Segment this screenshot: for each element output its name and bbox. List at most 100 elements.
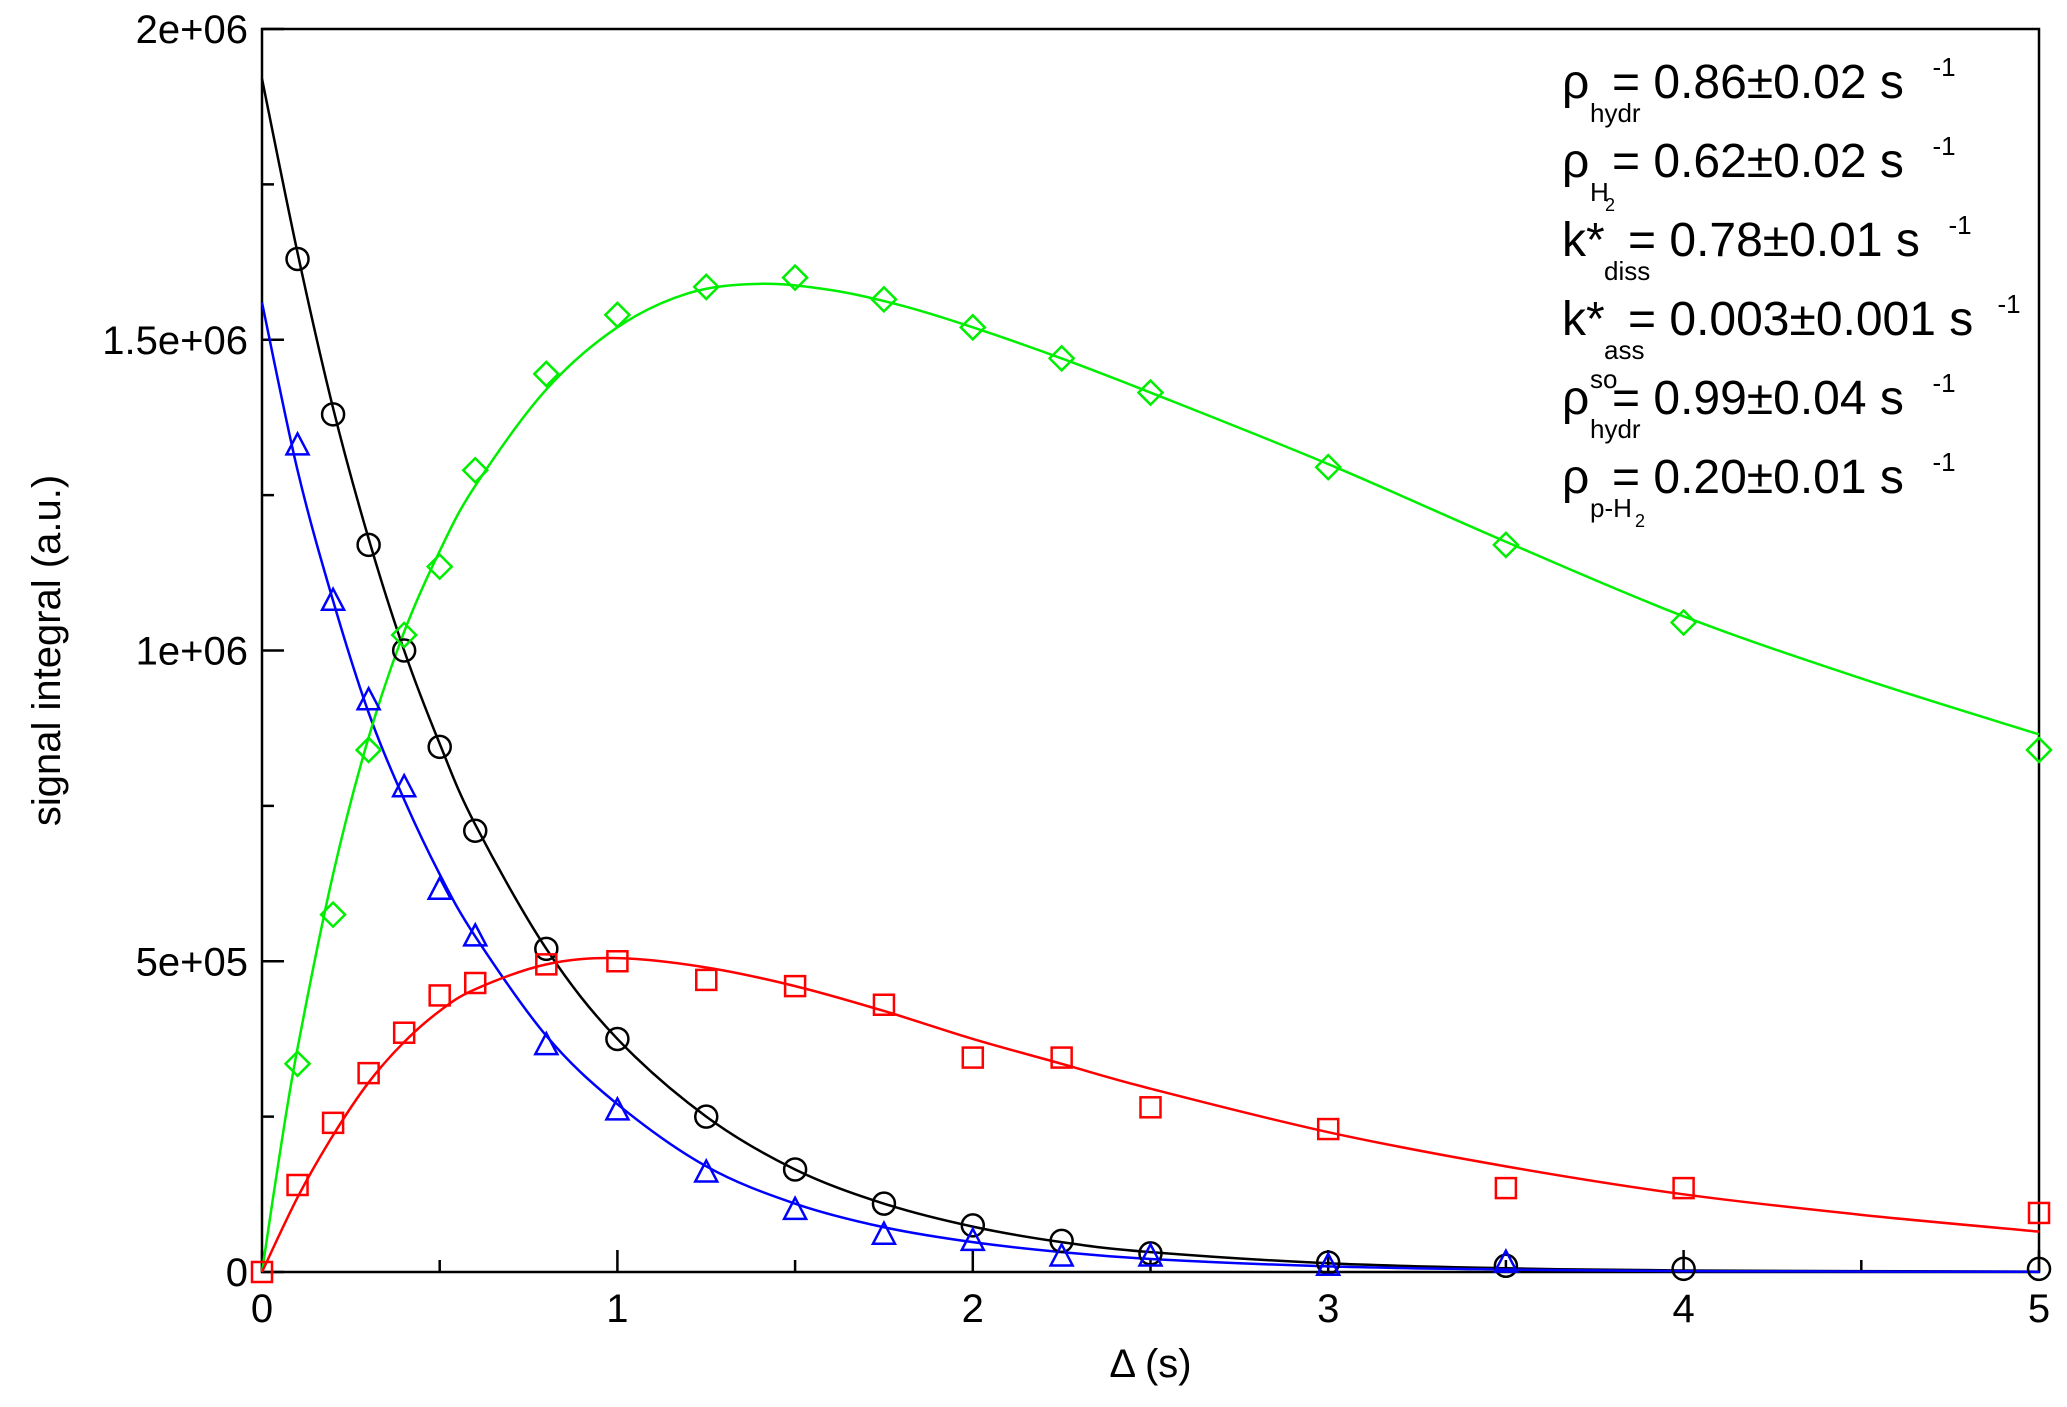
data-point-diamond [1669,608,1698,637]
data-point-square [1494,1176,1518,1200]
annotation-value: = 0.78±0.01 s [1628,214,1920,267]
annotation-value: = 0.99±0.04 s [1612,372,1904,425]
annotation-symbol: k* [1562,293,1605,346]
data-point-circle [320,402,346,427]
data-point-square [1050,1046,1073,1069]
annotation-line: ρ [1562,372,1589,425]
data-point-circle [694,1104,719,1129]
annotation-superscript: so [1590,364,1617,394]
annotation-subscript-2: 2 [1635,511,1645,531]
annotation-symbol: ρ [1562,56,1589,109]
data-point-square [1672,1176,1695,1200]
data-point-circle [356,532,381,558]
data-point-circle [462,818,488,843]
annotation-unit-exponent: -1 [1933,368,1956,398]
data-point-triangle [1137,1241,1164,1267]
data-point-triangle [462,921,489,947]
data-point-triangle [693,1157,720,1183]
annotation-symbol: ρ [1562,451,1589,504]
annotation-value: = 0.003±0.001 s [1628,293,1973,346]
fit-line-triangle [260,302,2040,1274]
annotation-subscript: ass [1604,335,1644,365]
data-point-square [695,968,718,992]
data-point-diamond [1047,344,1076,373]
annotation-unit-exponent: -1 [1998,289,2021,319]
annotation-unit-exponent: -1 [1949,210,1972,240]
data-point-square [1139,1096,1162,1119]
data-point-triangle [959,1226,986,1252]
data-point-diamond [1314,453,1342,481]
data-point-square [535,953,558,976]
data-point-circle [605,1026,630,1052]
y-tick-label: 0 [226,1251,248,1295]
data-point-triangle [426,875,453,901]
data-point-diamond [390,621,418,649]
data-point-circle [1493,1253,1519,1279]
annotation-subscript: p-H [1590,493,1632,523]
data-point-square [463,971,487,995]
data-point-square [428,984,451,1007]
data-point-diamond [1136,378,1165,407]
annotation-subscript: H [1590,177,1609,207]
data-point-circle [871,1191,897,1216]
data-point-diamond [692,273,721,301]
data-point-triangle [1048,1241,1075,1267]
data-point-diamond [425,552,454,581]
annotation-unit-exponent: -1 [1933,131,1956,161]
x-tick-label: 1 [606,1287,628,1331]
y-axis-title: signal integral (a.u.) [25,475,69,826]
data-point-diamond [2025,736,2053,764]
fit-line-square [260,956,2040,1273]
data-point-diamond [1492,531,1520,559]
x-tick-label: 4 [1672,1287,1694,1331]
data-point-square [606,950,629,973]
annotation-symbol: ρ [1562,135,1589,188]
data-point-circle [782,1157,808,1182]
data-point-circle [534,936,559,962]
data-point-triangle [355,685,382,711]
data-point-triangle [533,1030,560,1056]
data-point-square [250,1260,274,1284]
data-point-circle [285,246,310,272]
y-tick-label: 2e+06 [136,8,248,52]
data-point-circle [1671,1256,1696,1282]
y-tick-label: 1.5e+06 [102,319,248,363]
data-point-square [357,1061,380,1085]
data-point-triangle [1492,1247,1519,1273]
data-point-triangle [604,1095,631,1121]
annotation-subscript: hydr [1590,98,1641,128]
annotation-subscript-2: 2 [1605,195,1615,215]
data-point-circle [2026,1256,2052,1282]
annotation-subscript: hydr [1590,414,1641,444]
data-point-square [1316,1117,1340,1141]
y-tick-label: 5e+05 [136,940,248,984]
data-point-diamond [870,285,898,314]
annotation-symbol: k* [1562,214,1605,267]
annotation-line: ρ [1562,135,1589,188]
annotation-line: ρ [1562,56,1589,109]
data-point-triangle [320,586,347,612]
y-tick-label: 1e+06 [136,630,248,674]
data-point-circle [1049,1228,1074,1254]
data-point-square [872,993,896,1017]
x-tick-label: 5 [2028,1287,2050,1331]
data-point-diamond [283,1050,312,1078]
data-point-circle [960,1213,986,1238]
data-point-square [392,1021,416,1044]
data-point-square [783,974,807,998]
x-axis-title: Δ (s) [1109,1342,1191,1386]
data-point-triangle [782,1195,809,1221]
data-point-diamond [532,360,561,388]
y-axis-ticks: 0 5e+05 1e+06 1.5e+06 2e+06 [102,8,284,1295]
x-axis-ticks: 0 1 2 3 4 5 [251,1250,2050,1331]
x-tick-label: 3 [1317,1287,1339,1331]
annotation-line: k* [1562,214,1605,267]
fit-line-diamond [260,282,2040,1273]
fit-line-circle [260,78,2040,1273]
data-point-circle [427,734,452,760]
annotation-value: = 0.20±0.01 s [1612,451,1904,504]
data-markers [250,246,2053,1284]
data-point-diamond [461,456,490,485]
